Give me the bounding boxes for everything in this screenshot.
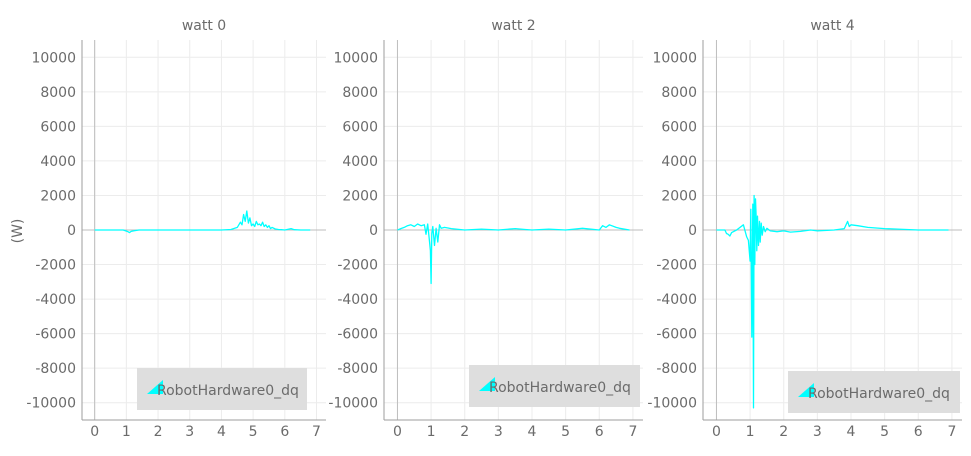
y-tick-label: 4000 [661, 154, 697, 170]
x-tick-label: 0 [712, 424, 721, 440]
legend-box [788, 371, 960, 413]
y-axis-label: (W) [10, 219, 26, 244]
legend-swatch [479, 377, 495, 391]
x-tick-label: 7 [628, 424, 637, 440]
y-tick-label: -2000 [35, 258, 76, 274]
series-line-0 [94, 210, 311, 234]
legend: RobotHardware0_dq [788, 371, 960, 413]
x-tick-label: 3 [185, 424, 194, 440]
x-tick-label: 0 [393, 424, 402, 440]
legend-swatch [798, 383, 814, 397]
y-tick-label: -8000 [656, 361, 697, 377]
series-line-0 [716, 194, 949, 409]
legend-label: RobotHardware0_dq [157, 383, 299, 399]
x-tick-label: 1 [427, 424, 436, 440]
y-tick-label: -2000 [337, 258, 378, 274]
y-tick-label: 8000 [40, 85, 76, 101]
x-tick-label: 2 [460, 424, 469, 440]
y-tick-label: 8000 [661, 85, 697, 101]
legend: RobotHardware0_dq [137, 368, 307, 410]
x-tick-label: 2 [154, 424, 163, 440]
legend-swatch [147, 380, 163, 394]
y-tick-label: 8000 [342, 85, 378, 101]
series-line-0 [397, 223, 630, 285]
legend-box [137, 368, 307, 410]
y-tick-label: -2000 [656, 258, 697, 274]
y-tick-label: 2000 [661, 188, 697, 204]
x-tick-label: 2 [779, 424, 788, 440]
y-tick-label: 10000 [333, 50, 378, 66]
y-tick-label: -6000 [337, 327, 378, 343]
x-tick-label: 4 [217, 424, 226, 440]
x-tick-label: 0 [90, 424, 99, 440]
y-tick-label: 0 [369, 223, 378, 239]
x-tick-label: 6 [280, 424, 289, 440]
y-tick-label: 6000 [342, 119, 378, 135]
y-tick-label: -10000 [328, 396, 378, 412]
x-tick-label: 7 [947, 424, 956, 440]
x-tick-label: 1 [746, 424, 755, 440]
chart-panel-2: watt 4 10000 8000 6000 4000 2000 0 -2000 -4000 -6… [647, 18, 962, 440]
y-tick-label: 2000 [40, 188, 76, 204]
x-tick-label: 5 [561, 424, 570, 440]
legend-label: RobotHardware0_dq [808, 386, 950, 402]
chart-title: watt 4 [810, 18, 854, 34]
y-tick-label: 4000 [342, 154, 378, 170]
y-tick-label: 10000 [31, 50, 76, 66]
chart-panel-0: watt 0 10000 8000 6000 4000 2000 0 -2000 -4000 -6… [26, 18, 326, 440]
y-tick-label: 10000 [652, 50, 697, 66]
y-tick-label: -4000 [35, 292, 76, 308]
x-tick-label: 4 [528, 424, 537, 440]
legend: RobotHardware0_dq [469, 365, 640, 407]
y-tick-label: -4000 [337, 292, 378, 308]
y-tick-label: 4000 [40, 154, 76, 170]
x-tick-label: 5 [880, 424, 889, 440]
y-tick-label: -4000 [656, 292, 697, 308]
y-tick-label: -10000 [26, 396, 76, 412]
y-tick-label: 0 [67, 223, 76, 239]
y-tick-label: -6000 [35, 327, 76, 343]
y-tick-label: 6000 [40, 119, 76, 135]
y-tick-label: 0 [688, 223, 697, 239]
chart-panel-1: watt 2 10000 8000 6000 4000 2000 0 -2000 -4000 -6… [328, 18, 643, 440]
x-tick-label: 4 [847, 424, 856, 440]
y-tick-label: -8000 [35, 361, 76, 377]
y-tick-label: -6000 [656, 327, 697, 343]
chart-title: watt 2 [491, 18, 535, 34]
chart-title: watt 0 [182, 18, 226, 34]
legend-box [469, 365, 640, 407]
y-tick-label: 2000 [342, 188, 378, 204]
y-tick-label: -10000 [647, 396, 697, 412]
x-tick-label: 3 [494, 424, 503, 440]
x-tick-label: 3 [813, 424, 822, 440]
x-tick-label: 7 [312, 424, 321, 440]
legend-label: RobotHardware0_dq [489, 380, 631, 396]
y-tick-label: 6000 [661, 119, 697, 135]
x-tick-label: 1 [122, 424, 131, 440]
x-tick-label: 6 [595, 424, 604, 440]
x-tick-label: 5 [249, 424, 258, 440]
x-tick-label: 6 [914, 424, 923, 440]
y-tick-label: -8000 [337, 361, 378, 377]
